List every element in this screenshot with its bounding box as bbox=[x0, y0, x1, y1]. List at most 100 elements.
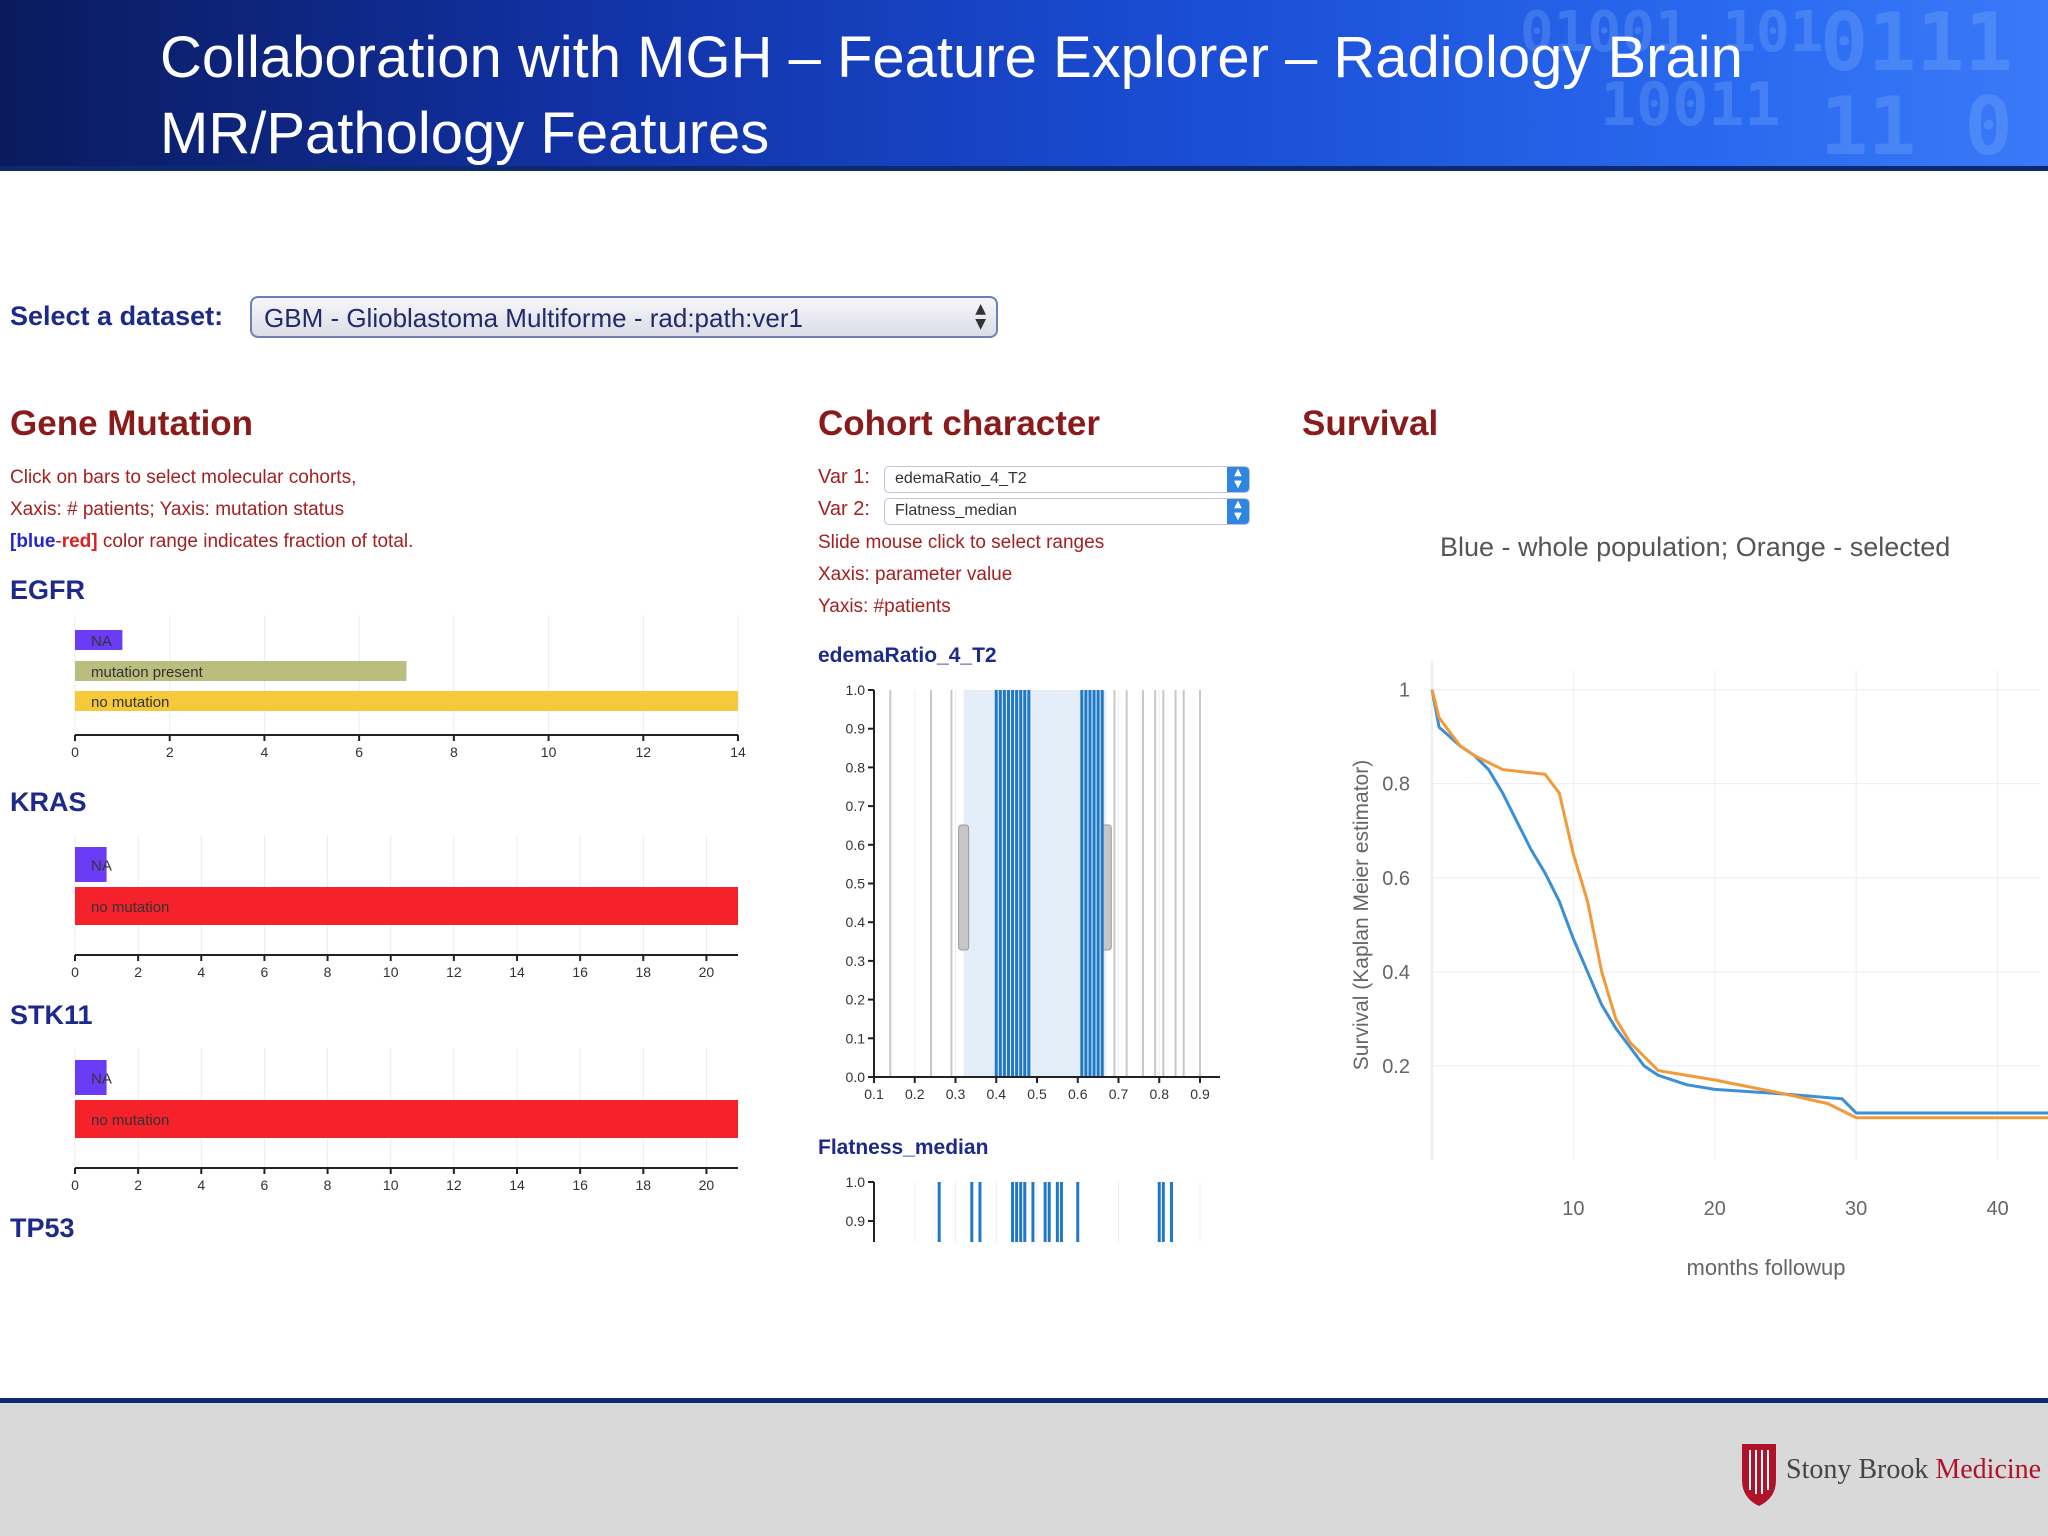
bar-no-mutation[interactable] bbox=[75, 1100, 738, 1138]
plot2-title: Flatness_median bbox=[818, 1136, 989, 1159]
hint-line: Slide mouse click to select ranges bbox=[818, 532, 1105, 553]
x-axis-label: months followup bbox=[1687, 1255, 1846, 1280]
desc-red: red] bbox=[61, 531, 98, 552]
desc-rest: color range indicates fraction of total. bbox=[97, 531, 414, 552]
brush-handle[interactable] bbox=[958, 824, 970, 951]
x-tick-label: 14 bbox=[509, 964, 525, 980]
select-arrows-icon: ▲ ▼ bbox=[975, 301, 986, 332]
page-title: Collaboration with MGH – Feature Explore… bbox=[160, 25, 1743, 166]
footer-divider bbox=[0, 1398, 2048, 1403]
desc-line: [blue-red] color range indicates fractio… bbox=[10, 526, 413, 558]
dataset-label: Select a dataset: bbox=[10, 301, 224, 331]
x-tick-label: 2 bbox=[134, 964, 142, 980]
binary-decoration: 10011 bbox=[1600, 70, 1781, 140]
bar-label: no mutation bbox=[91, 1112, 169, 1129]
survival-chart: 10 20 30 40 1 0.8 0.6 0.4 0.2 Survival (Kaplan Me… bbox=[1350, 660, 2048, 1280]
bar-no-mutation[interactable] bbox=[75, 887, 738, 925]
select-arrows-icon: ▲ ▼ bbox=[1227, 467, 1249, 492]
x-tick-label: 12 bbox=[446, 1177, 462, 1193]
bar-na[interactable] bbox=[75, 630, 123, 650]
stony-brook-logo: Stony Brook Medicine bbox=[1786, 1454, 2041, 1486]
x-tick-label: 6 bbox=[355, 744, 363, 760]
var1-value: edemaRatio_4_T2 bbox=[895, 470, 1027, 487]
x-tick-label: 0.1 bbox=[864, 1086, 884, 1102]
x-tick-label: 4 bbox=[197, 1177, 205, 1193]
x-tick-label: 0 bbox=[71, 744, 79, 760]
x-tick-label: 16 bbox=[572, 1177, 588, 1193]
x-tick-label: 4 bbox=[197, 964, 205, 980]
survival-legend: Blue - whole population; Orange - select… bbox=[1440, 532, 1951, 562]
x-tick-label: 0.3 bbox=[946, 1086, 966, 1102]
y-tick-label: 0.5 bbox=[846, 876, 866, 892]
x-tick-label: 20 bbox=[1704, 1198, 1726, 1220]
title-banner: 01001 101 0111 10011 11 0 Collaboration … bbox=[0, 0, 2048, 173]
x-tick-label: 10 bbox=[383, 964, 399, 980]
y-tick-label: 0.0 bbox=[846, 1069, 866, 1085]
footer bbox=[0, 1403, 2048, 1536]
y-tick-label: 1.0 bbox=[846, 1174, 866, 1190]
hint-line: Yaxis: #patients bbox=[818, 596, 951, 617]
x-tick-label: 2 bbox=[134, 1177, 142, 1193]
bar-na[interactable] bbox=[75, 1060, 107, 1095]
stk11-bar-chart: NA no mutation 0 2 4 6 8 10 12 14 16 18 20 bbox=[71, 1048, 738, 1193]
y-tick-label: 0.2 bbox=[1382, 1056, 1410, 1078]
x-tick-label: 10 bbox=[383, 1177, 399, 1193]
var2-label: Var 2: bbox=[818, 498, 870, 520]
x-tick-label: 2 bbox=[166, 744, 174, 760]
y-tick-label: 0.4 bbox=[846, 914, 866, 930]
desc-dash: - bbox=[55, 531, 62, 552]
x-tick-label: 0.5 bbox=[1027, 1086, 1047, 1102]
x-tick-label: 18 bbox=[635, 964, 651, 980]
desc-line: Xaxis: # patients; Yaxis: mutation statu… bbox=[10, 499, 345, 520]
flatness-histogram[interactable]: 1.0 0.9 bbox=[818, 1170, 1238, 1245]
select-arrows-icon: ▲ ▼ bbox=[1227, 499, 1249, 524]
x-tick-label: 10 bbox=[1562, 1198, 1584, 1220]
x-tick-label: 20 bbox=[699, 1177, 715, 1193]
y-tick-label: 1.0 bbox=[846, 682, 866, 698]
x-tick-label: 0 bbox=[71, 1177, 79, 1193]
var1-select[interactable]: edemaRatio_4_T2 ▲ ▼ bbox=[884, 466, 1250, 493]
x-tick-label: 0.7 bbox=[1109, 1086, 1129, 1102]
y-tick-label: 0.2 bbox=[846, 992, 866, 1008]
x-tick-label: 8 bbox=[450, 744, 458, 760]
edema-histogram[interactable]: 1.00.90.80.70.60.50.40.30.20.10.00.1 0.2 0… bbox=[818, 680, 1238, 1110]
desc-blue: [blue bbox=[10, 531, 56, 552]
y-axis-label: Survival (Kaplan Meier estimator) bbox=[1350, 760, 1373, 1070]
bar-label: NA bbox=[91, 1071, 112, 1088]
x-tick-label: 14 bbox=[730, 744, 746, 760]
x-tick-label: 0.6 bbox=[1068, 1086, 1088, 1102]
x-tick-label: 10 bbox=[541, 744, 557, 760]
x-tick-label: 0.2 bbox=[905, 1086, 925, 1102]
bar-label: mutation present bbox=[91, 664, 204, 681]
x-tick-label: 8 bbox=[324, 964, 332, 980]
y-tick-label: 0.6 bbox=[846, 837, 866, 853]
logo-word1: Stony Brook bbox=[1786, 1454, 1929, 1485]
var2-select[interactable]: Flatness_median ▲ ▼ bbox=[884, 498, 1250, 525]
bar-na[interactable] bbox=[75, 847, 107, 882]
x-tick-label: 14 bbox=[509, 1177, 525, 1193]
header-divider bbox=[0, 166, 2048, 171]
binary-decoration: 0111 bbox=[1820, 0, 2013, 89]
gene-label-stk11: STK11 bbox=[10, 1000, 93, 1030]
survival-curve-whole bbox=[1430, 689, 2048, 1115]
x-tick-label: 4 bbox=[261, 744, 269, 760]
bar-mutation-present[interactable] bbox=[75, 661, 407, 681]
x-tick-label: 8 bbox=[324, 1177, 332, 1193]
gene-label-kras: KRAS bbox=[10, 787, 87, 817]
y-tick-label: 0.3 bbox=[846, 953, 866, 969]
bar-no-mutation[interactable] bbox=[75, 691, 738, 711]
survival-title: Survival bbox=[1302, 404, 1439, 443]
survival-curve-selected bbox=[1430, 689, 2048, 1120]
x-tick-label: 6 bbox=[261, 964, 269, 980]
cohort-hints: Slide mouse click to select ranges Xaxis… bbox=[818, 527, 1104, 623]
x-tick-label: 0.9 bbox=[1190, 1086, 1210, 1102]
bar-label: NA bbox=[91, 633, 112, 650]
dataset-select[interactable]: GBM - Glioblastoma Multiforme - rad:path… bbox=[250, 296, 998, 338]
egfr-bar-chart: NA mutation present no mutation 0 2 4 6 8 10 12 14 bbox=[71, 615, 746, 760]
bar-label: no mutation bbox=[91, 899, 169, 916]
gene-mutation-title: Gene Mutation bbox=[10, 404, 254, 443]
y-tick-label: 0.4 bbox=[1382, 962, 1410, 984]
x-tick-label: 0.4 bbox=[987, 1086, 1007, 1102]
y-tick-label: 0.9 bbox=[846, 1213, 866, 1229]
logo-word2: Medicine bbox=[1935, 1454, 2042, 1485]
